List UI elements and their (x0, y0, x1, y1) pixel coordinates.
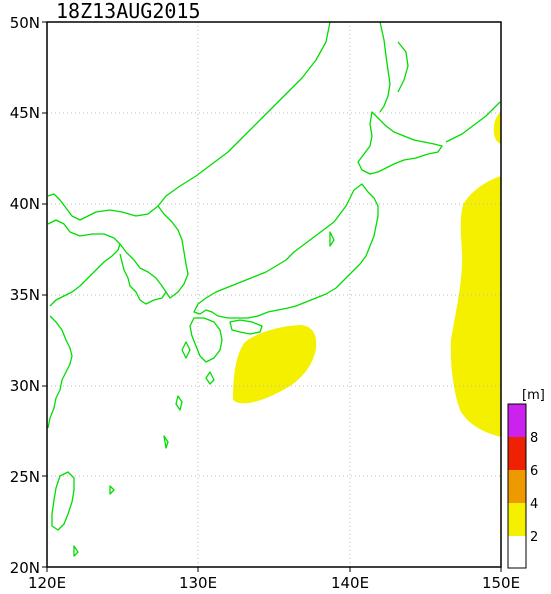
lat-label-35n: 35N (10, 286, 40, 304)
legend-label-4: 4 (530, 497, 538, 512)
lon-label-120e: 120E (28, 574, 66, 592)
lat-label-20n: 20N (10, 559, 40, 577)
legend-swatch-purple (508, 404, 526, 437)
lon-label-130e: 130E (179, 574, 217, 592)
map-title: 18Z13AUG2015 (56, 0, 201, 23)
lat-label-50n: 50N (10, 14, 40, 32)
wave-fields (233, 112, 501, 437)
lon-label-140e: 140E (331, 574, 369, 592)
lon-labels: 120E 130E 140E 150E (28, 574, 520, 592)
legend-label-2: 2 (530, 530, 538, 545)
wave-field-east-pacific (450, 176, 501, 437)
legend-swatch-yellow (508, 503, 526, 536)
grid-lines (47, 22, 501, 567)
lat-label-30n: 30N (10, 377, 40, 395)
legend-swatch-red (508, 437, 526, 470)
lat-label-45n: 45N (10, 104, 40, 122)
wave-field-northeast-corner (493, 112, 501, 144)
legend-label-6: 6 (530, 464, 538, 479)
lat-labels: 20N 25N 30N 35N 40N 45N 50N (10, 14, 40, 577)
coastlines (47, 21, 501, 557)
lat-label-40n: 40N (10, 195, 40, 213)
color-legend: [m] 8 6 4 2 (507, 388, 545, 569)
legend-swatch-orange (508, 470, 526, 503)
legend-frame (507, 403, 527, 569)
tick-marks (42, 21, 502, 572)
lat-label-25n: 25N (10, 468, 40, 486)
lon-label-150e: 150E (482, 574, 520, 592)
wave-field-south-of-japan (233, 325, 317, 404)
legend-unit: [m] (522, 388, 545, 403)
legend-label-8: 8 (530, 431, 538, 446)
legend-swatch-white (508, 536, 526, 568)
